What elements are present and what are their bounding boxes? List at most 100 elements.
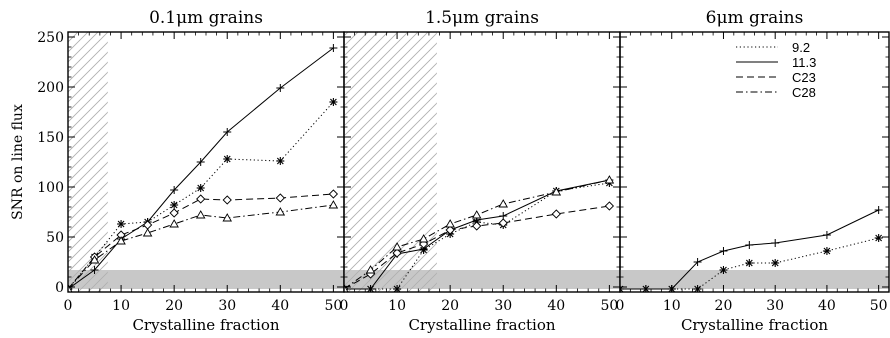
data-point: [196, 184, 205, 192]
data-point: [276, 157, 285, 165]
data-point: [328, 189, 339, 199]
series-line: [68, 47, 334, 290]
data-point: [365, 265, 376, 274]
data-point: [693, 258, 702, 266]
y-tick-label: 0: [55, 280, 64, 296]
data-point: [719, 247, 728, 255]
x-axis-label: Crystalline fraction: [681, 316, 828, 334]
x-tick-label: 0: [616, 298, 625, 314]
data-point: [222, 195, 232, 205]
series-C23: [68, 189, 339, 292]
y-axis-label: SNR on line flux: [10, 104, 26, 220]
data-point: [329, 44, 338, 52]
x-tick-label: 0: [340, 298, 349, 314]
y-tick-label: 50: [46, 230, 64, 246]
data-point: [874, 234, 883, 242]
y-tick-label: 100: [37, 180, 64, 196]
x-tick-label: 10: [663, 298, 681, 314]
legend-label: 11.3: [792, 55, 816, 70]
data-point: [719, 266, 728, 274]
x-tick-label: 20: [441, 298, 459, 314]
data-point: [170, 186, 179, 194]
data-point: [551, 187, 562, 196]
x-tick-label: 30: [494, 298, 512, 314]
shaded-region: [620, 270, 889, 289]
plot-area: [344, 32, 620, 292]
x-tick-label: 20: [165, 298, 183, 314]
data-point: [90, 266, 99, 274]
data-point: [498, 218, 508, 228]
data-point: [604, 175, 615, 184]
data-point: [275, 207, 286, 216]
data-point: [498, 199, 509, 208]
series-11.3: [620, 206, 883, 292]
data-point: [874, 206, 883, 214]
data-point: [196, 194, 206, 204]
y-tick-label: 250: [37, 30, 64, 46]
data-point: [771, 259, 780, 267]
data-point: [551, 209, 561, 219]
data-point: [89, 255, 100, 264]
panel-1: 0 10 20 30 40 50 0 50 100 150 200 250 0.1μm grains Cr…: [10, 8, 345, 334]
data-point: [822, 247, 831, 255]
panel-title: 0.1μm grains: [149, 8, 263, 28]
legend-label: 9.2: [792, 40, 810, 55]
data-point: [418, 234, 429, 243]
data-point: [445, 225, 455, 235]
x-tick-label: 50: [870, 298, 888, 314]
data-point: [471, 210, 482, 219]
series-line: [68, 204, 334, 290]
series-line: [344, 182, 610, 290]
data-point: [275, 193, 285, 203]
plot-area: [620, 206, 889, 292]
data-point: [745, 259, 754, 267]
axes-frame: [619, 31, 890, 293]
x-axis-label: Crystalline fraction: [132, 316, 279, 334]
series-C28: [344, 175, 615, 292]
data-point: [223, 155, 232, 163]
panel-3: 0 10 20 30 40 50 6μm grains Crystalline fractio…: [616, 8, 890, 334]
data-point: [745, 241, 754, 249]
data-point: [392, 242, 402, 251]
shaded-region: [68, 270, 344, 289]
x-tick-label: 20: [715, 298, 733, 314]
x-axis-label: Crystalline fraction: [408, 316, 555, 334]
y-tick-label: 200: [37, 80, 64, 96]
data-point: [392, 248, 402, 258]
legend-label: C28: [792, 85, 816, 100]
data-point: [170, 201, 179, 209]
data-point: [169, 208, 179, 218]
data-point: [169, 219, 179, 228]
data-point: [328, 200, 339, 209]
data-point: [223, 128, 232, 136]
data-point: [116, 236, 126, 245]
data-point: [117, 220, 126, 228]
hatched-region: [68, 32, 108, 292]
x-tick-label: 10: [112, 298, 130, 314]
data-point: [142, 228, 153, 237]
series-C28: [68, 200, 339, 292]
x-tick-label: 30: [766, 298, 784, 314]
data-point: [620, 285, 624, 292]
x-tick-label: 40: [547, 298, 565, 314]
x-tick-label: 30: [218, 298, 236, 314]
data-point: [604, 201, 615, 211]
data-point: [276, 84, 285, 92]
x-tick-label: 40: [271, 298, 289, 314]
x-tick-label: 40: [818, 298, 836, 314]
data-point: [445, 219, 455, 228]
x-tick-label: 10: [388, 298, 406, 314]
series-line: [344, 179, 610, 290]
data-point: [196, 158, 205, 166]
data-point: [472, 221, 482, 231]
x-tick-label: 0: [64, 298, 73, 314]
data-point: [222, 213, 233, 222]
x-tick-label: 50: [324, 298, 342, 314]
panel-2: 0 10 20 30 40 50 1.5μm grains Crystalline fract…: [340, 8, 621, 334]
plot-area: [68, 32, 344, 292]
y-tick-label: 150: [37, 130, 64, 146]
data-point: [771, 239, 780, 247]
